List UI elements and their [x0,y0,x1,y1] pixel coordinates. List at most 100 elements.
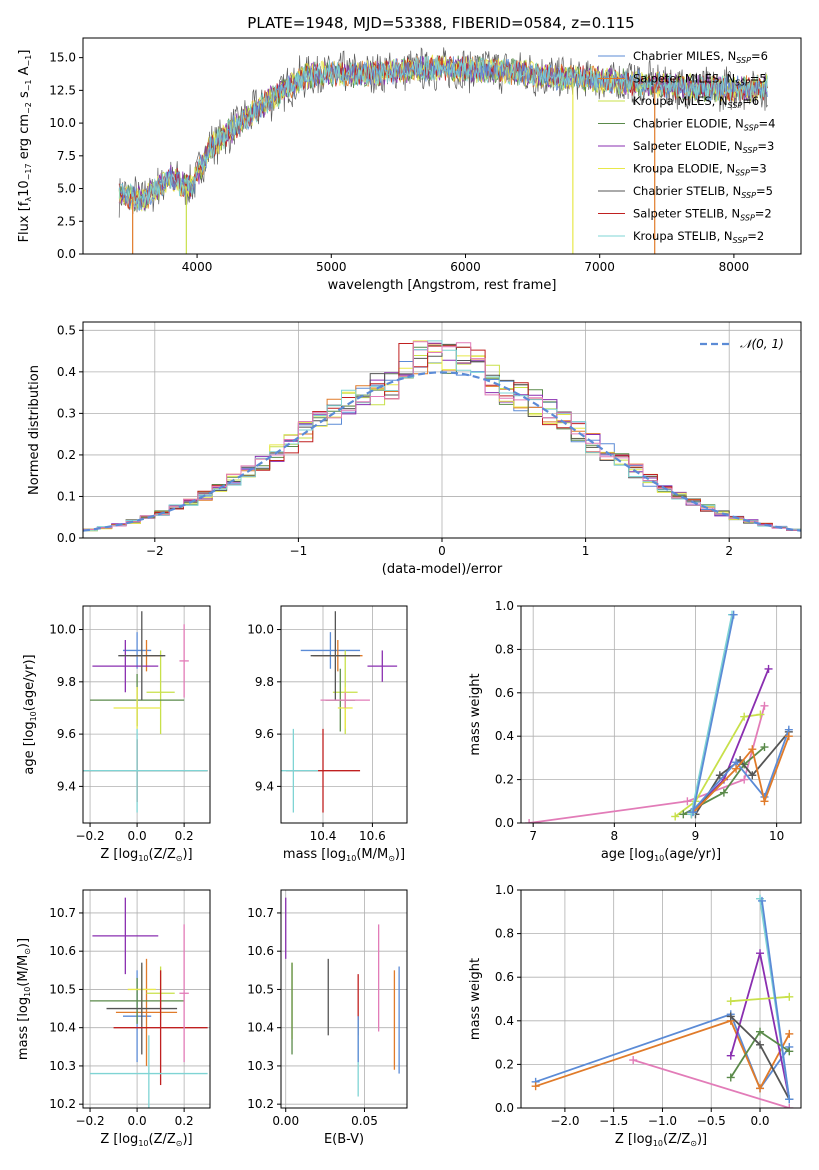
y-axis-label-part: s [17,91,32,102]
y-tick-label: 10.0 [247,623,274,637]
y-tick-label: 0.0 [57,247,76,261]
x-axis-label: Z [log10(Z/Z⊙)] [100,1132,192,1148]
y-tick-label: 0.0 [495,1101,514,1115]
y-tick-label: 10.3 [247,1059,274,1073]
y-axis-label: age [log10(age/yr)] [22,654,38,774]
axes-frame [280,889,408,1109]
series-line [692,614,735,813]
axes-mass_vs_Z: −0.2 0.0 0.2 10.2 10.3 10.4 10.5 10.6 10.7 Z [log… [16,889,211,1148]
y-axis-label-part: 10 [29,711,38,721]
x-axis-label-part: (age/yr)] [664,847,721,862]
legend-label: Chabrier MILES, NSSP=6 [633,49,768,65]
x-tick-label: 2 [725,544,733,558]
x-tick-label: 0.2 [175,1114,194,1128]
axes-frame [82,889,211,1109]
x-axis-label-part: )] [182,847,192,862]
series-line [730,995,790,1003]
x-axis-label: Z [log10(Z/Z⊙)] [100,847,192,863]
legend-label-name: Chabrier MILES, N [633,49,736,63]
x-tick-label: 8000 [719,260,750,274]
y-tick-label: 0.8 [495,927,514,941]
plot-content [118,47,768,254]
y-tick-label: 10.5 [247,982,274,996]
legend-label-value: =3 [757,139,774,153]
x-axis-label-part: (Z/Z [149,847,176,862]
frame: −0.2 0.0 0.2 10.2 10.3 10.4 10.5 10.6 10.7 Z [log… [16,889,211,1148]
x-tick-label: 7 [529,829,537,843]
y-axis-label-part: age [log [22,721,37,774]
axes-frame [280,605,408,824]
y-axis-label-part: λ [24,197,33,202]
y-axis-label-part: 10 [23,987,32,997]
y-axis-label: Normed distribution [27,365,42,495]
x-axis-label-part: 10 [653,1139,663,1148]
legend-label-value: =2 [747,229,764,243]
y-axis-label-part: 10 [17,180,32,197]
figure-title: PLATE=1948, MJD=53388, FIBERID=0584, z=0… [247,14,634,32]
y-tick-label: 9.8 [57,675,76,689]
x-tick-label: 5000 [316,260,347,274]
y-axis-label-part: −1 [24,55,33,67]
x-axis-label: (data-model)/error [382,562,503,577]
y-tick-label: 10.7 [49,906,76,920]
y-tick-label: 0.6 [495,686,514,700]
x-tick-label: −1.5 [599,1114,628,1128]
plot-content [83,611,208,813]
frame: 4000 5000 6000 7000 8000 0.0 2.5 5.0 7.5 10.0 12.5… [17,37,802,293]
y-axis-label-part: mass [log [16,997,31,1060]
legend-label-value: =2 [755,207,772,221]
x-axis-label-part: ⊙ [388,854,395,863]
y-tick-label: 9.6 [255,727,274,741]
x-axis-label-part: (Z/Z [149,1132,176,1147]
x-tick-label: 0.05 [351,1114,378,1128]
x-axis-label-part: Z [log [100,847,138,862]
y-tick-label: 7.5 [57,149,76,163]
x-axis-label-part: age [log [601,847,654,862]
legend-label-name: Salpeter ELODIE, N [633,139,743,153]
x-tick-label: −0.5 [697,1114,726,1128]
y-tick-label: 0.0 [495,816,514,830]
x-tick-label: 9 [692,829,700,843]
legend-label-sub: SSP [743,146,758,155]
x-tick-label: 0 [438,544,446,558]
x-tick-label: 4000 [182,260,213,274]
y-tick-label: 10.6 [247,944,274,958]
legend-label: Salpeter ELODIE, NSSP=3 [633,139,774,155]
axes-mass_vs_ebv: 0.00 0.05 10.2 10.3 10.4 10.5 10.6 10.7 E(B-V) [247,889,408,1147]
y-axis-label-part: erg cm [17,114,32,163]
x-tick-label: 0.00 [272,1114,299,1128]
axes-frame [82,605,211,824]
x-axis-label-part: )] [182,1132,192,1147]
legend-label: Chabrier ELODIE, NSSP=4 [633,117,775,133]
y-tick-label: 1.0 [495,599,514,613]
x-tick-label: 0.2 [175,829,194,843]
x-tick-label: 8 [611,829,619,843]
legend-label-name: Chabrier STELIB, N [633,184,741,198]
axes-frame [82,37,802,255]
y-tick-label: 0.5 [57,323,76,337]
y-tick-label: 0.2 [495,1057,514,1071]
frame: −2 −1 0 1 2 0.0 0.1 0.2 0.3 0.4 0.5 (data-model)/er… [27,321,802,577]
legend-label-name: Kroupa STELIB, N [633,229,733,243]
y-tick-label: 9.6 [57,727,76,741]
x-tick-label: −2 [146,544,164,558]
legend-label-sub: SSP [735,169,750,178]
plot-content [83,340,801,532]
y-tick-label: 15.0 [49,51,76,65]
legend-label-name: Kroupa MILES, N [633,94,728,108]
histogram-step [83,340,801,532]
y-tick-label: 0.0 [57,531,76,545]
y-tick-label: 0.1 [57,489,76,503]
y-axis-label-part: ⊙ [23,948,32,955]
axes-mass_weight_vs_Z: −2.0 −1.5 −1.0 −0.5 0.0 0.0 0.2 0.4 0.6 0.8 1.0 Z [… [468,883,802,1148]
axes-residuals: −2 −1 0 1 2 0.0 0.1 0.2 0.3 0.4 0.5 (data-model)/er… [27,321,802,577]
x-tick-label: 0.0 [750,1114,769,1128]
y-axis-label-part: −1 [24,79,33,91]
legend-label-sub: SSP [735,79,750,88]
y-axis-label-part: (M/M [16,955,31,987]
legend-label-value: =5 [750,72,767,86]
y-tick-label: 0.4 [57,365,76,379]
x-axis-label-part: ⊙ [690,1139,697,1148]
x-axis-label-part: ⊙ [176,1139,183,1148]
x-tick-label: 0.0 [128,1114,147,1128]
